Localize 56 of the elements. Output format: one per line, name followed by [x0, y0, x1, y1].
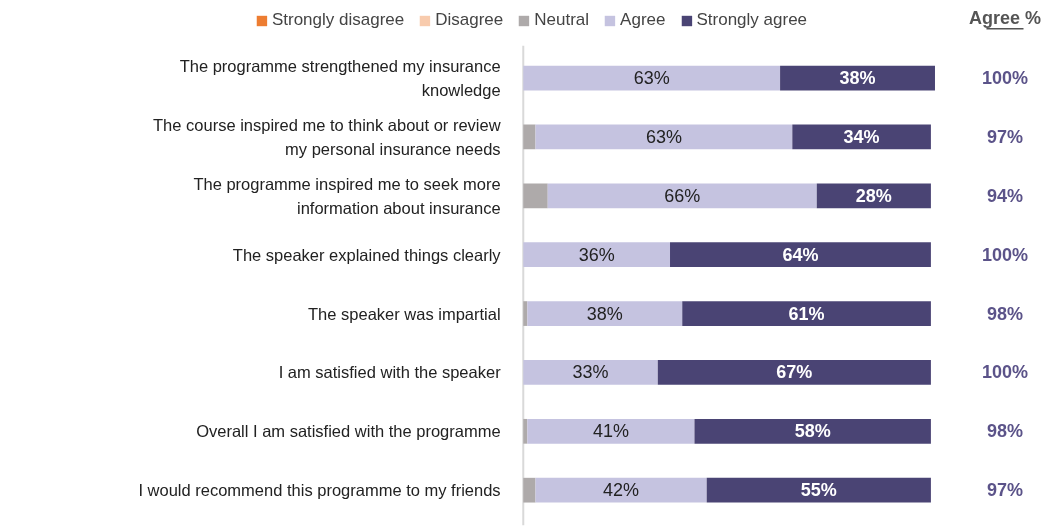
y-tick-label: The speaker explained things clearly	[232, 245, 502, 264]
y-tick-label: The programme strengthened my insurance knowledge	[179, 56, 501, 100]
text: 98%	[986, 303, 1023, 324]
data-label: 63%	[633, 68, 670, 89]
y-tick-label: I would recommend this programme to my friends	[138, 481, 501, 500]
data-label: 42%	[603, 480, 640, 501]
bar	[547, 183, 817, 209]
data-label: 28%	[855, 185, 892, 206]
text: 100%	[981, 68, 1028, 89]
bar	[523, 301, 528, 326]
bar	[527, 418, 695, 444]
bar	[657, 360, 931, 385]
data-label: 33%	[572, 362, 609, 383]
legend-label: Agree	[620, 10, 666, 30]
data-label: 64%	[782, 244, 819, 265]
data-label: 67%	[776, 362, 813, 383]
bar	[523, 65, 781, 91]
y-tick-label: Overall I am satisfied with the programme	[196, 422, 501, 441]
bar	[706, 477, 931, 503]
bar	[535, 477, 707, 503]
bar	[523, 242, 671, 268]
bar	[535, 124, 793, 150]
bar	[523, 360, 658, 385]
bar	[670, 242, 931, 268]
data-label: 58%	[794, 421, 831, 442]
text: 100%	[981, 244, 1028, 265]
text: 100%	[981, 362, 1028, 383]
data-label: 66%	[664, 185, 701, 206]
bar	[523, 124, 536, 150]
text: 98%	[986, 421, 1023, 442]
y-tick-label: The speaker was impartial	[308, 304, 501, 323]
bar	[694, 418, 931, 444]
bar	[682, 301, 931, 326]
text: 97%	[986, 126, 1023, 147]
data-label: 63%	[645, 126, 682, 147]
bar	[523, 183, 548, 209]
data-label: 36%	[578, 244, 615, 265]
text: 97%	[986, 480, 1023, 501]
text: 94%	[986, 185, 1023, 206]
y-tick-label: I am satisfied with the speaker	[278, 363, 502, 382]
data-label: 55%	[800, 480, 837, 501]
bar	[523, 477, 536, 503]
bar	[523, 418, 528, 444]
data-label: 38%	[839, 68, 876, 89]
legend-label: Disagree	[435, 10, 504, 30]
legend-label: Neutral	[534, 10, 590, 30]
text: Agree %	[968, 8, 1041, 29]
y-tick-label: The programme inspired me to seek more information about insurance	[193, 174, 501, 217]
y-tick-label: The course inspired me to think about or review my personal insurance needs	[153, 115, 501, 159]
legend-label: Strongly agree	[696, 10, 808, 30]
data-label: 41%	[592, 421, 629, 442]
data-label: 34%	[843, 126, 880, 147]
bar	[527, 301, 683, 326]
data-label: 61%	[788, 303, 825, 324]
legend-label: Strongly disagree	[271, 10, 405, 30]
data-label: 38%	[586, 303, 623, 324]
